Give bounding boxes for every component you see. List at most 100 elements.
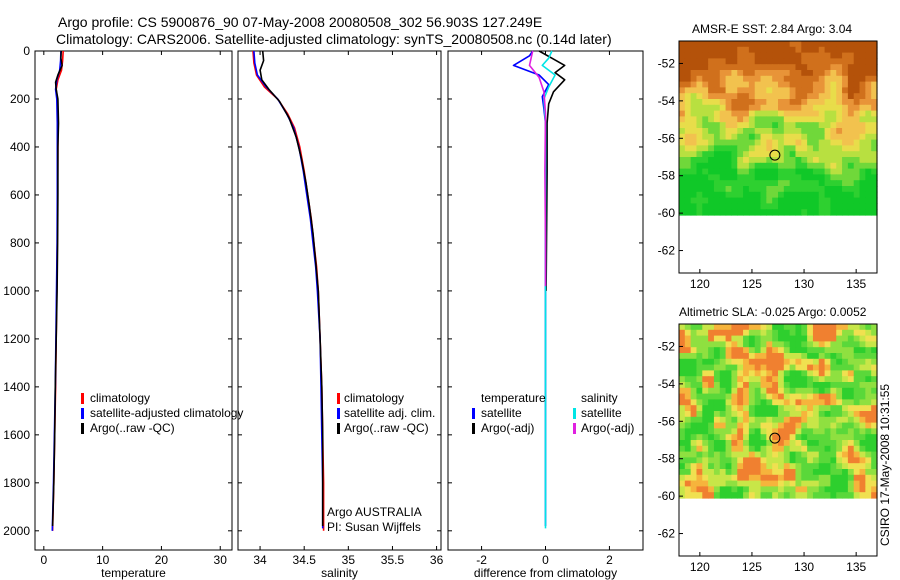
heatmap-cell	[807, 451, 814, 458]
heatmap-cell	[743, 128, 750, 135]
heatmap-cell	[725, 52, 733, 59]
heatmap-cell	[801, 133, 808, 141]
heatmap-cell	[702, 145, 709, 152]
heatmap-cell	[719, 341, 727, 348]
heatmap-cell	[847, 457, 855, 464]
heatmap-cell	[807, 110, 814, 117]
heatmap-cell	[807, 122, 814, 129]
heatmap-cell	[690, 399, 698, 406]
heatmap-cell	[713, 157, 721, 164]
heatmap-cell	[702, 382, 709, 389]
heatmap-cell	[853, 416, 861, 424]
heatmap-cell	[679, 335, 686, 342]
heatmap-cell	[778, 445, 785, 453]
heatmap-cell	[853, 445, 861, 453]
heatmap-cell	[708, 104, 715, 112]
heatmap-cell	[725, 469, 733, 476]
heatmap-cell	[766, 110, 773, 117]
heatmap-cell	[836, 382, 843, 389]
heatmap-cell	[737, 411, 744, 418]
heatmap-cell	[789, 324, 797, 331]
heatmap-cell	[731, 341, 738, 348]
heatmap-cell	[847, 382, 855, 389]
heatmap-cell	[812, 122, 820, 129]
heatmap-cell	[690, 122, 698, 129]
heatmap-cell	[684, 168, 692, 175]
heatmap-cell	[754, 203, 762, 210]
heatmap-cell	[760, 486, 767, 493]
heatmap-cell	[708, 203, 715, 210]
heatmap-cell	[818, 469, 826, 476]
heatmap-cell	[696, 116, 703, 123]
heatmap-cell	[842, 180, 849, 187]
heatmap-cell	[871, 463, 878, 470]
heatmap-cell	[807, 428, 814, 435]
heatmap-cell	[859, 457, 866, 464]
heatmap-cell	[818, 492, 826, 499]
heatmap-cell	[690, 191, 698, 199]
heatmap-cell	[754, 58, 762, 65]
heatmap-cell	[708, 451, 715, 458]
heatmap-cell	[859, 382, 866, 389]
heatmap-cell	[853, 52, 861, 59]
heatmap-cell	[783, 422, 791, 429]
heatmap-cell	[708, 440, 715, 447]
heatmap-cell	[708, 116, 715, 123]
heatmap-cell	[795, 145, 802, 152]
heatmap-cell	[766, 428, 773, 435]
heatmap-cell	[708, 139, 715, 146]
heatmap-cell	[871, 341, 878, 348]
heatmap-cell	[778, 104, 785, 112]
heatmap-cell	[807, 399, 814, 406]
heatmap-cell	[725, 434, 733, 441]
heatmap-cell	[859, 41, 866, 48]
heatmap-cell	[824, 99, 832, 106]
heatmap-cell	[684, 174, 692, 181]
heatmap-cell	[737, 191, 744, 199]
heatmap-cell	[760, 405, 767, 412]
heatmap-cell	[789, 370, 797, 377]
heatmap-cell	[783, 157, 791, 164]
heatmap-cell	[789, 157, 797, 164]
x-tick-label: 34	[253, 553, 267, 567]
heatmap-cell	[766, 335, 773, 342]
heatmap-cell	[754, 46, 762, 54]
heatmap-cell	[789, 434, 797, 441]
heatmap-cell	[679, 370, 686, 377]
heatmap-cell	[766, 364, 773, 371]
heatmap-cell	[865, 399, 872, 406]
heatmap-cell	[696, 434, 703, 441]
heatmap-cell	[690, 174, 698, 181]
heatmap-cell	[737, 353, 744, 360]
heatmap-cell	[731, 197, 738, 204]
heatmap-cell	[713, 46, 721, 54]
heatmap-cell	[859, 451, 866, 458]
series-line-salinity-satellite	[541, 50, 556, 529]
heatmap-cell	[795, 364, 802, 371]
heatmap-cell	[836, 353, 843, 360]
heatmap-cell	[684, 81, 692, 88]
heatmap-cell	[824, 422, 832, 429]
heatmap-cell	[743, 341, 750, 348]
heatmap-cell	[696, 341, 703, 348]
heatmap-cell	[842, 492, 849, 499]
heatmap-cell	[725, 122, 733, 129]
heatmap-cell	[836, 393, 843, 400]
heatmap-cell	[679, 203, 686, 210]
heatmap-cell	[830, 492, 837, 499]
heatmap-cell	[684, 480, 692, 487]
heatmap-cell	[725, 445, 733, 453]
heatmap-cell	[830, 116, 837, 123]
heatmap-cell	[679, 353, 686, 360]
heatmap-cell	[871, 64, 878, 71]
heatmap-cell	[859, 353, 866, 360]
heatmap-cell	[754, 168, 762, 175]
heatmap-cell	[812, 104, 820, 112]
heatmap-cell	[795, 104, 802, 112]
heatmap-cell	[853, 180, 861, 187]
heatmap-cell	[708, 480, 715, 487]
heatmap-cell	[801, 399, 808, 406]
heatmap-cell	[789, 209, 797, 216]
heatmap-cell	[743, 93, 750, 100]
heatmap-cell	[760, 393, 767, 400]
